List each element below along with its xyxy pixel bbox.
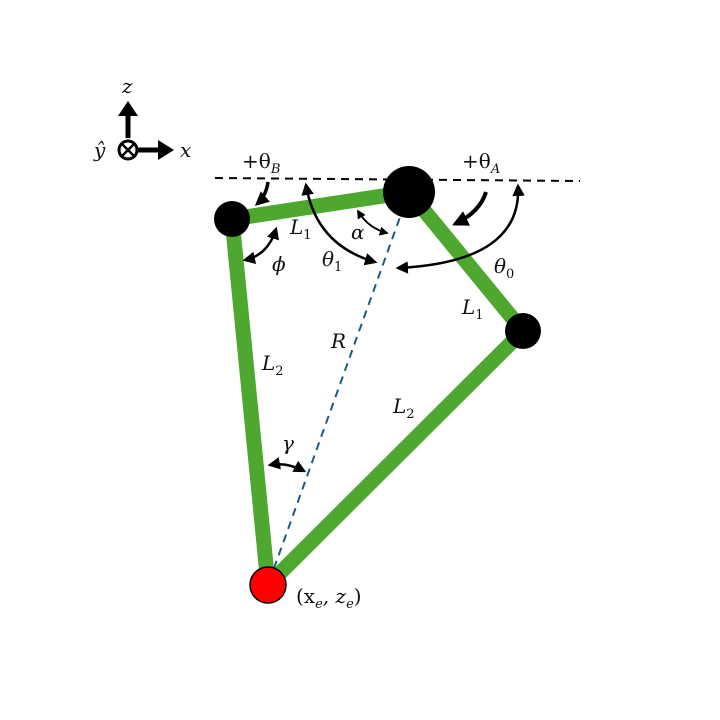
theta0-arc <box>395 183 525 274</box>
angle-arcs <box>242 181 525 473</box>
theta-B-label: +θB <box>242 149 280 177</box>
end-effector-point <box>249 566 287 604</box>
L2-right-label: L2 <box>392 394 415 422</box>
phi-arc <box>242 226 280 264</box>
x-axis-arrowhead <box>158 140 174 160</box>
z-axis-arrowhead <box>118 101 138 116</box>
theta-A-arrow <box>452 191 488 226</box>
gamma-label: γ <box>282 431 294 455</box>
joint-left <box>214 201 250 237</box>
coordinate-frame: z x ŷ <box>93 74 191 162</box>
R-label: R <box>330 329 346 353</box>
link-L2-right <box>262 325 529 591</box>
alpha-label: α <box>351 220 365 244</box>
link-L1-left <box>230 184 411 227</box>
L1-left-label: L1 <box>289 215 312 243</box>
theta0-label: θ0 <box>494 254 514 282</box>
z-axis-label: z <box>121 74 133 98</box>
theta1-label: θ1 <box>322 247 342 275</box>
end-effector-label: (xe, ze) <box>296 584 362 612</box>
joint-base <box>383 166 435 218</box>
x-axis-label: x <box>180 138 191 162</box>
link-L2-left <box>224 218 276 586</box>
theta-A-label: +θA <box>462 149 500 177</box>
phi-label: ϕ <box>272 252 286 276</box>
theta-B-arrow <box>254 181 271 206</box>
L2-left-label: L2 <box>261 351 284 379</box>
joint-right <box>505 313 541 349</box>
L1-right-label: L1 <box>461 295 484 323</box>
reach-line <box>267 191 410 586</box>
gamma-arc <box>267 457 307 473</box>
labels: +θB +θA L1 α ϕ θ1 θ0 L1 R L2 L2 γ (xe, z… <box>242 149 514 612</box>
y-axis-label: ŷ <box>93 138 106 162</box>
theta1-arc <box>301 182 378 266</box>
